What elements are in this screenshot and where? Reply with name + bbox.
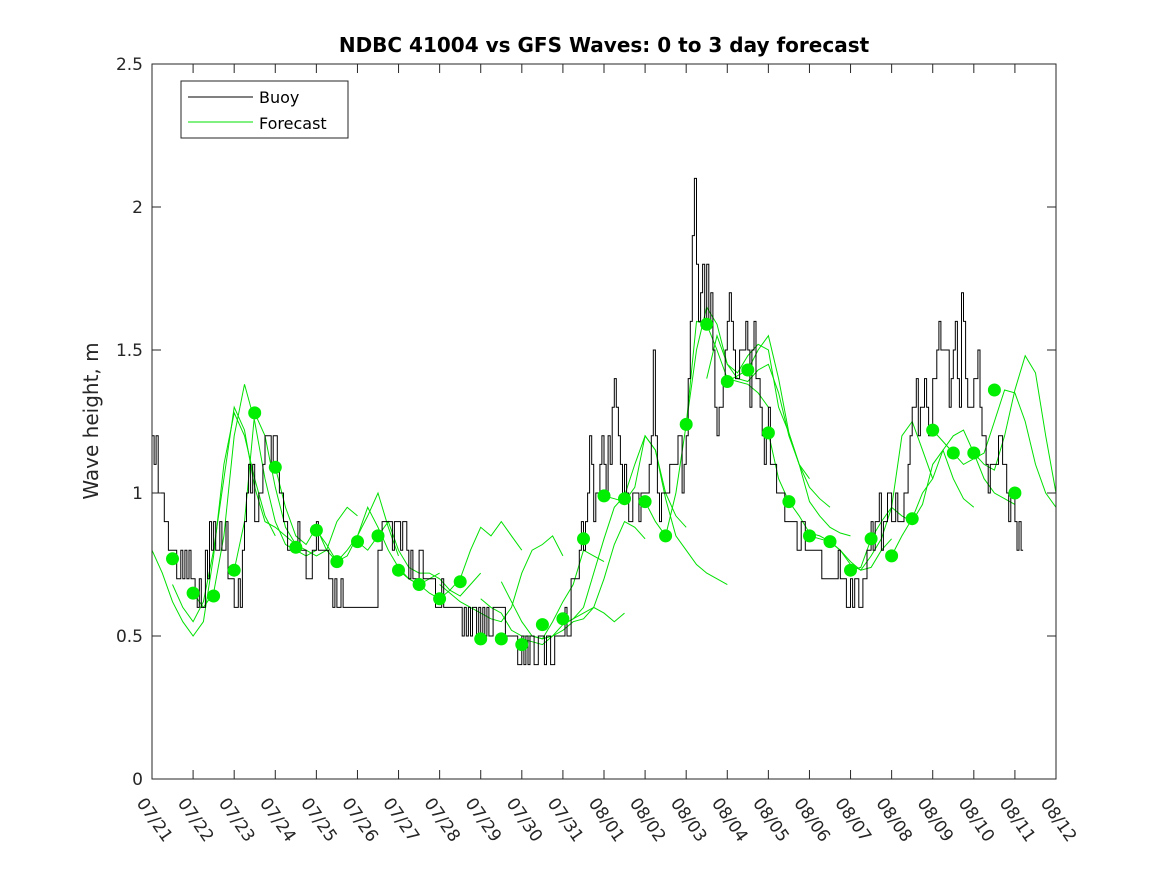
forecast-marker (515, 638, 529, 652)
forecast-marker (248, 406, 262, 420)
forecast-marker (720, 375, 734, 388)
forecast-marker (618, 492, 631, 506)
forecast-marker (782, 495, 796, 509)
x-tick-label: 07/22 (173, 794, 217, 846)
forecast-marker (330, 555, 344, 569)
forecast-line (172, 405, 297, 623)
forecast-marker (967, 446, 981, 460)
y-tick-label: 2.5 (116, 55, 143, 75)
forecast-marker (577, 532, 590, 546)
x-tick-label: 07/29 (461, 794, 505, 846)
forecast-marker (392, 563, 405, 577)
legend-forecast-label: Forecast (259, 114, 327, 133)
forecast-marker (494, 632, 508, 646)
y-tick-label: 1 (132, 484, 143, 504)
forecast-marker (864, 532, 878, 546)
forecast-marker (268, 460, 282, 474)
forecast-line (706, 333, 831, 508)
legend-buoy-label: Buoy (259, 88, 299, 107)
forecast-marker (289, 540, 303, 554)
forecast-marker (371, 529, 385, 543)
x-axis: 07/2107/2207/2307/2407/2507/2607/2707/28… (132, 64, 1080, 846)
forecast-marker (474, 632, 488, 646)
legend-box (180, 80, 349, 139)
buoy-line (152, 177, 1024, 666)
x-tick-label: 08/05 (748, 794, 792, 846)
forecast-marker (227, 563, 241, 577)
x-tick-label: 08/12 (1036, 794, 1080, 846)
y-tick-label: 0.5 (116, 627, 143, 647)
legend: Buoy Forecast (180, 80, 349, 139)
forecast-marker (207, 589, 221, 603)
x-tick-label: 07/21 (132, 794, 176, 846)
forecast-markers (166, 317, 1022, 652)
x-tick-label: 08/04 (707, 794, 751, 846)
forecast-line (500, 581, 625, 640)
forecast-marker (803, 529, 816, 543)
forecast-marker (679, 417, 693, 431)
forecast-marker (844, 563, 857, 577)
x-tick-label: 07/28 (420, 794, 464, 846)
forecast-marker (166, 552, 179, 566)
forecast-marker (309, 523, 323, 537)
forecast-marker (741, 363, 755, 377)
forecast-marker (597, 489, 611, 503)
forecast-marker (823, 535, 837, 549)
forecast-line (973, 354, 1056, 494)
x-tick-label: 07/30 (502, 794, 546, 846)
y-axis: 0 0.5 1 1.5 2 2.5 (116, 55, 1056, 790)
y-tick-label: 0 (132, 770, 143, 790)
x-tick-label: 07/23 (214, 794, 258, 846)
forecast-line (521, 520, 646, 646)
x-tick-label: 08/10 (954, 794, 998, 846)
x-tick-label: 08/01 (584, 794, 628, 846)
forecast-marker (659, 529, 673, 543)
x-tick-label: 07/25 (296, 794, 340, 846)
y-tick-label: 2 (132, 198, 143, 218)
y-axis-label: Wave height, m (79, 342, 103, 499)
x-tick-label: 08/07 (830, 794, 874, 846)
forecast-marker (885, 549, 899, 563)
chart-title: NDBC 41004 vs GFS Waves: 0 to 3 day fore… (339, 33, 870, 57)
y-tick-label: 1.5 (116, 341, 143, 361)
forecast-marker (926, 423, 940, 437)
x-tick-label: 07/24 (255, 794, 299, 846)
x-tick-label: 07/27 (378, 794, 422, 846)
x-tick-label: 08/03 (666, 794, 710, 846)
forecast-marker (987, 383, 1001, 397)
forecast-marker (556, 612, 570, 626)
x-tick-label: 08/09 (913, 794, 957, 846)
forecast-line (850, 449, 975, 571)
x-tick-label: 07/31 (543, 794, 587, 846)
x-tick-label: 08/11 (995, 794, 1039, 846)
buoy-line-group (152, 177, 1024, 666)
forecast-line (603, 434, 728, 585)
forecast-marker (700, 317, 714, 331)
forecast-marker (946, 446, 960, 460)
forecast-marker (453, 575, 467, 589)
forecast-marker (761, 426, 775, 440)
forecast-marker (535, 618, 549, 632)
x-tick-label: 08/06 (789, 794, 833, 846)
forecast-marker (186, 586, 200, 600)
x-tick-label: 08/08 (872, 794, 916, 846)
forecast-marker (905, 512, 919, 526)
forecast-marker (1008, 486, 1022, 500)
forecast-marker (351, 535, 364, 549)
forecast-marker (433, 592, 447, 606)
x-tick-label: 08/02 (625, 794, 669, 846)
forecast-marker (638, 495, 652, 509)
forecast-line (439, 535, 564, 623)
forecast-marker (412, 578, 426, 591)
x-tick-label: 07/26 (337, 794, 381, 846)
